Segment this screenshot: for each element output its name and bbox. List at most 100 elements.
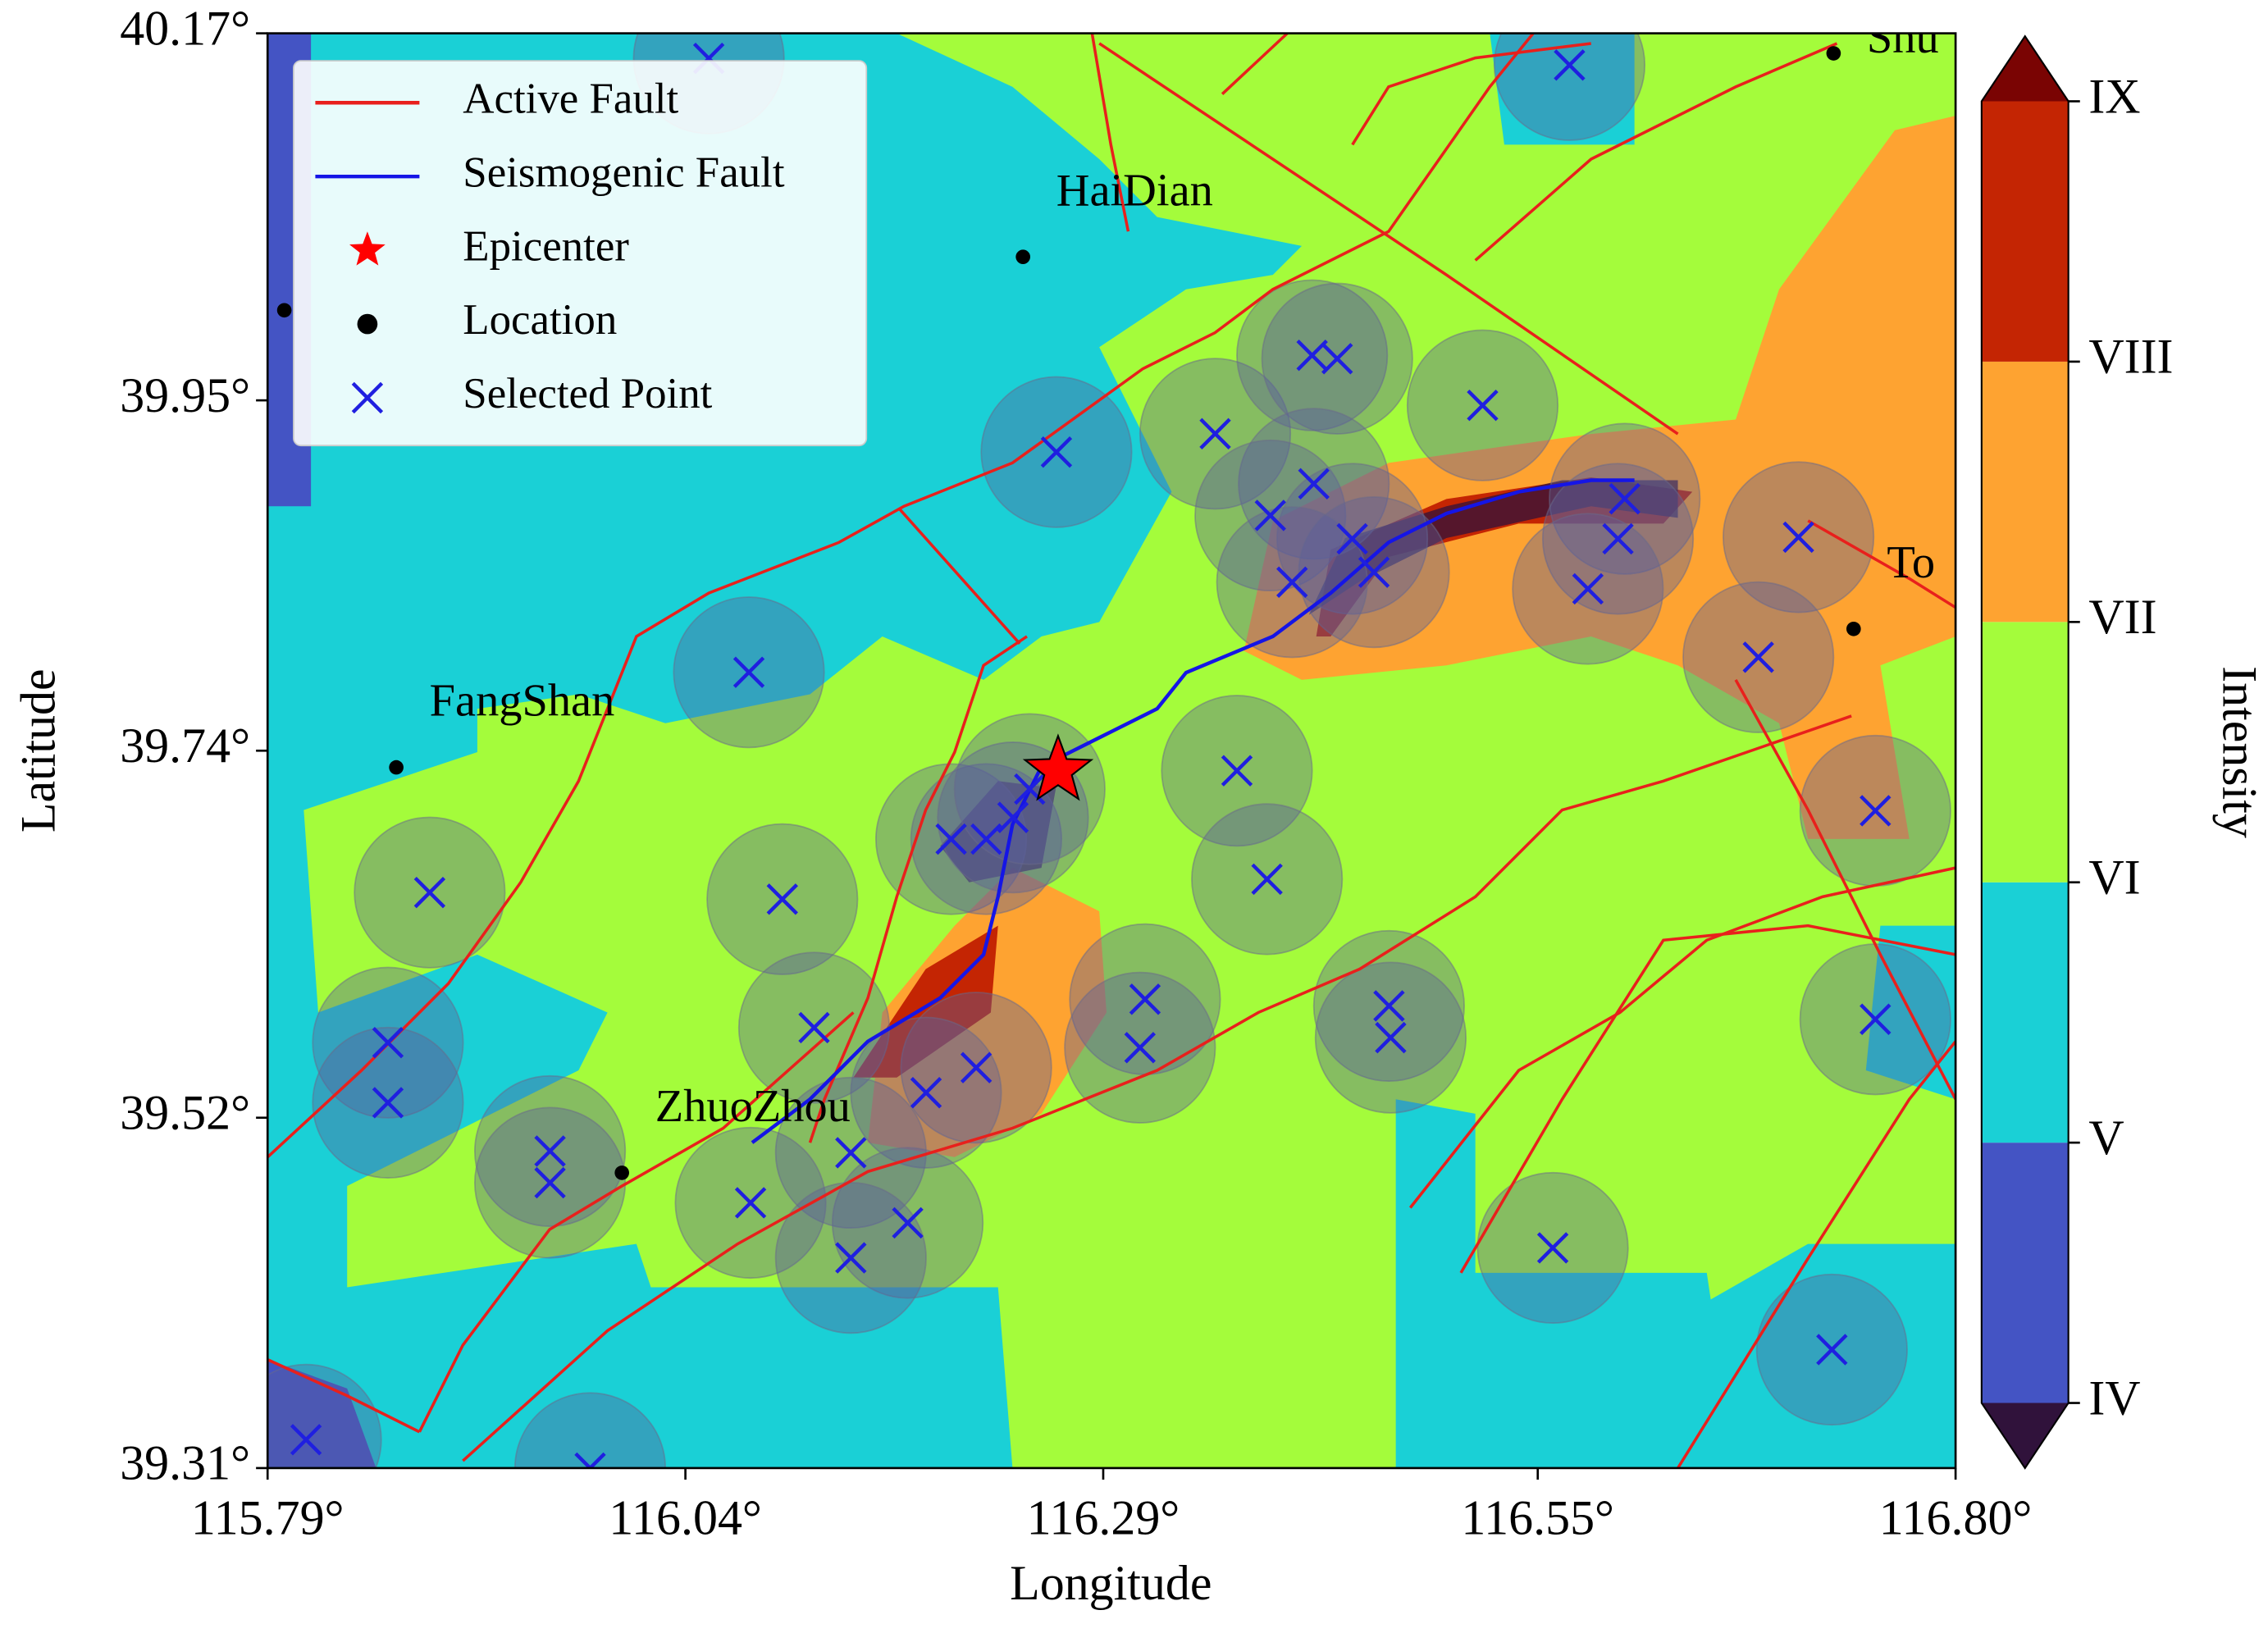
selected-point — [1321, 343, 1353, 375]
x-tick-label: 116.04° — [609, 1491, 762, 1545]
selected-point — [1298, 468, 1330, 500]
colorbar-band — [1981, 101, 2069, 362]
colorbar-band — [1981, 622, 2069, 883]
colorbar-band — [1981, 1143, 2069, 1403]
selected-point — [534, 1135, 566, 1167]
colorbar-extend-high — [1981, 36, 2069, 102]
selected-point — [1254, 499, 1286, 531]
intensity-region — [303, 33, 1956, 1468]
colorbar-extend-low — [1981, 1403, 2069, 1468]
legend-label: Selected Point — [463, 370, 712, 417]
selected-point — [1358, 556, 1390, 588]
location-label: Shu — [1867, 12, 1939, 63]
selected-point — [1373, 990, 1405, 1022]
active-fault — [898, 508, 1021, 645]
selected-point — [1199, 417, 1231, 449]
buffer-zone — [513, 1392, 667, 1468]
active-fault — [1408, 866, 1956, 1209]
location-label: ZhuoZhou — [655, 1081, 851, 1132]
y-axis-label: Latitude — [11, 668, 66, 832]
selected-point — [798, 1011, 830, 1044]
active-fault — [1459, 924, 1956, 1274]
epicenter — [1022, 733, 1094, 801]
selected-point — [734, 1187, 767, 1219]
location — [614, 1165, 629, 1180]
active-fault — [1090, 33, 1130, 232]
legend-label: Epicenter — [463, 222, 629, 270]
selected-point — [1129, 983, 1161, 1015]
colorbar-label: Intensity — [2213, 666, 2267, 838]
selected-point — [1602, 522, 1634, 555]
active-fault — [1734, 679, 1956, 1101]
selected-point — [1467, 390, 1499, 422]
selected-point — [835, 1242, 867, 1274]
map-area: HaiDian FangShan ZhuoZhou To Shu — [267, 12, 1956, 1468]
selected-point — [1860, 795, 1892, 827]
selected-point — [534, 1166, 566, 1199]
selected-point — [766, 883, 798, 915]
active-fault — [1807, 519, 1956, 609]
colorbar-tick-label: IX — [2088, 69, 2140, 123]
legend: Active Fault Seismogenic Fault Epicenter Lo… — [293, 60, 868, 447]
selected-point — [1860, 1003, 1892, 1035]
selected-point — [1276, 566, 1308, 599]
buffer-zone — [1493, 33, 1645, 141]
colorbar-tick-label: V — [2088, 1111, 2124, 1165]
x-tick-label: 116.29° — [1027, 1491, 1180, 1545]
selected-point — [997, 801, 1029, 833]
selected-point — [835, 1137, 867, 1169]
selected-point — [910, 1077, 942, 1109]
selected-point — [1336, 522, 1368, 555]
selected-point — [1782, 521, 1814, 554]
colorbar-band — [1981, 361, 2069, 623]
selected-point — [372, 1027, 404, 1059]
x-tick-label: 115.79° — [191, 1491, 345, 1545]
selected-point — [970, 823, 1002, 855]
y-tick-label: 39.74° — [120, 718, 250, 773]
legend-box — [293, 60, 868, 447]
legend-label: Location — [463, 296, 617, 344]
colorbar: IV V VI VII VIII IX — [1980, 34, 2174, 1470]
active-fault — [267, 1358, 421, 1434]
y-tick-label: 39.95° — [120, 368, 250, 422]
selected-point — [1251, 863, 1283, 896]
active-fault — [267, 33, 1535, 1159]
active-fault — [1474, 42, 1838, 262]
active-fault — [808, 635, 1028, 1143]
colorbar-tick-label: VII — [2088, 590, 2156, 644]
selected-point — [290, 1424, 322, 1456]
location-label: HaiDian — [1056, 165, 1213, 216]
selected-point — [372, 1087, 404, 1119]
x-tick-label: 116.80° — [1879, 1491, 2033, 1545]
selected-point — [574, 1452, 606, 1468]
selected-point — [1221, 755, 1253, 787]
x-axis-label: Longitude — [1010, 1556, 1212, 1610]
location — [1846, 621, 1861, 636]
legend-label: Seismogenic Fault — [463, 148, 785, 196]
location — [1826, 46, 1841, 61]
location — [1015, 249, 1030, 265]
active-fault — [1221, 33, 1289, 95]
selected-point — [732, 656, 765, 688]
colorbar-tick-label: VI — [2088, 850, 2140, 904]
selected-point — [1375, 1021, 1407, 1054]
location — [276, 303, 292, 318]
selected-point — [960, 1051, 993, 1083]
active-fault — [462, 714, 1852, 1462]
legend-star — [349, 231, 386, 266]
selected-point — [1124, 1032, 1156, 1064]
buffer-zone — [267, 1363, 382, 1468]
legend-label: Active Fault — [463, 75, 678, 122]
location-label: To — [1887, 537, 1935, 588]
colorbar-band — [1981, 882, 2069, 1143]
selected-point — [1742, 641, 1774, 673]
selected-point — [1816, 1334, 1848, 1366]
selected-point — [892, 1207, 924, 1239]
selected-point — [1040, 436, 1073, 468]
intensity-region — [853, 477, 1693, 1078]
selected-point — [1554, 49, 1586, 81]
selected-point — [1609, 482, 1641, 515]
colorbar-tick-label: VIII — [2088, 330, 2173, 384]
active-fault — [418, 1011, 855, 1433]
